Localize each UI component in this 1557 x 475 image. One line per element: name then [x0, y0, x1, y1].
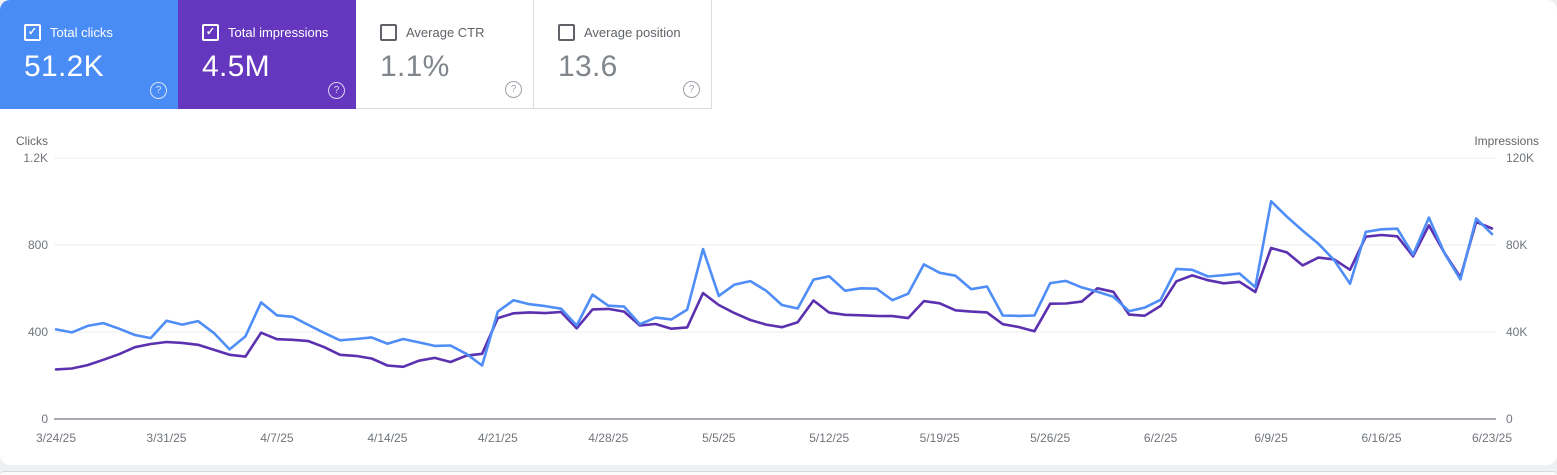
clicks-line	[54, 200, 1494, 367]
total-impressions-checkbox[interactable]: ✓	[202, 24, 219, 41]
date-tick: 4/28/25	[588, 431, 629, 445]
average-position-value: 13.6	[558, 50, 618, 83]
card-label: Average position	[584, 25, 681, 40]
total-clicks-value: 51.2K	[24, 50, 104, 83]
right-axis-tick: 80K	[1506, 238, 1528, 252]
right-axis-tick: 40K	[1506, 325, 1528, 339]
help-icon[interactable]: ?	[505, 81, 522, 98]
card-header: ✓ Total impressions	[202, 24, 356, 41]
card-label: Total impressions	[228, 25, 329, 40]
date-tick: 4/21/25	[477, 431, 518, 445]
performance-panel: ✓ Total clicks 51.2K ? ✓ Total impressio…	[0, 0, 1557, 465]
average-ctr-checkbox[interactable]	[380, 24, 397, 41]
date-tick: 5/12/25	[809, 431, 850, 445]
help-icon[interactable]: ?	[150, 82, 167, 99]
date-tick: 5/5/25	[702, 431, 736, 445]
total-clicks-card[interactable]: ✓ Total clicks 51.2K ?	[0, 0, 178, 109]
right-axis-tick: 120K	[1506, 151, 1535, 165]
next-section-edge	[0, 471, 1557, 475]
card-header: ✓ Total clicks	[24, 24, 178, 41]
card-label: Total clicks	[50, 25, 113, 40]
help-icon[interactable]: ?	[683, 81, 700, 98]
date-tick: 5/19/25	[919, 431, 960, 445]
chart-canvas[interactable]	[0, 0, 1557, 465]
total-impressions-card[interactable]: ✓ Total impressions 4.5M ?	[178, 0, 356, 109]
average-position-checkbox[interactable]	[558, 24, 575, 41]
date-tick: 5/26/25	[1030, 431, 1071, 445]
date-tick: 6/2/25	[1143, 431, 1178, 445]
left-axis-tick: 0	[41, 412, 48, 426]
average-ctr-value: 1.1%	[380, 50, 450, 83]
left-axis-title: Clicks	[16, 134, 48, 148]
average-position-card[interactable]: Average position 13.6 ?	[534, 0, 712, 109]
left-axis-tick: 400	[27, 325, 48, 339]
total-clicks-checkbox[interactable]: ✓	[24, 24, 41, 41]
left-axis-tick: 800	[27, 238, 48, 252]
total-impressions-value: 4.5M	[202, 50, 270, 83]
left-axis-tick: 1.2K	[23, 151, 48, 165]
metric-cards-row: ✓ Total clicks 51.2K ? ✓ Total impressio…	[0, 0, 712, 109]
date-tick: 6/9/25	[1254, 431, 1288, 445]
date-tick: 4/14/25	[367, 431, 408, 445]
date-tick: 6/16/25	[1361, 431, 1402, 445]
date-tick: 4/7/25	[260, 431, 294, 445]
date-tick: 3/24/25	[35, 431, 77, 445]
date-tick: 6/23/25	[1471, 431, 1513, 445]
average-ctr-card[interactable]: Average CTR 1.1% ?	[356, 0, 534, 109]
date-tick: 3/31/25	[146, 431, 187, 445]
card-label: Average CTR	[406, 25, 485, 40]
right-axis-tick: 0	[1506, 412, 1513, 426]
card-header: Average CTR	[380, 24, 533, 41]
right-axis-title: Impressions	[1474, 134, 1539, 148]
impressions-line	[54, 220, 1494, 371]
card-header: Average position	[558, 24, 711, 41]
help-icon[interactable]: ?	[328, 82, 345, 99]
